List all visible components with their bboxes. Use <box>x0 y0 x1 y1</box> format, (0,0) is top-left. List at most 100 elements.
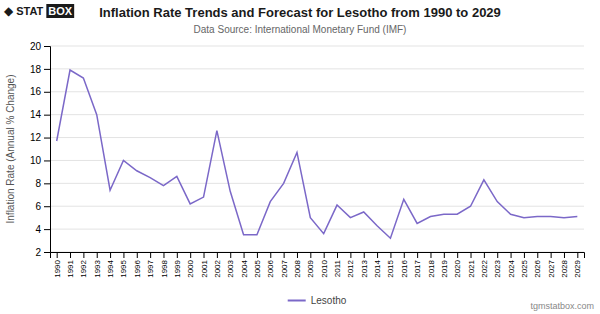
x-tick: 2023 <box>493 252 502 278</box>
y-tick-label: 18 <box>30 64 42 75</box>
grid-line <box>50 46 584 47</box>
x-tick: 2000 <box>186 252 195 278</box>
x-tick-mark <box>284 252 285 258</box>
x-tick: 2006 <box>266 252 275 278</box>
x-tick: 2022 <box>480 252 489 278</box>
y-tick-label: 16 <box>30 86 42 97</box>
x-tick: 2005 <box>253 252 262 278</box>
marks <box>57 70 578 238</box>
grid-line <box>50 183 584 184</box>
x-tick-mark <box>377 252 378 258</box>
subtitle: Data Source: International Monetary Fund… <box>194 24 407 35</box>
x-tick-label: 1997 <box>146 259 155 277</box>
x-tick: 2017 <box>413 252 422 278</box>
logo-stat: STAT <box>16 5 43 17</box>
x-tick: 1997 <box>146 252 155 278</box>
x-tick-mark <box>123 252 124 258</box>
x-tick-label: 2002 <box>213 259 222 277</box>
x-tick-label: 2006 <box>266 259 275 277</box>
y-tick: 20 <box>30 41 50 52</box>
x-tick-mark <box>324 252 325 258</box>
x-tick-mark <box>484 252 485 258</box>
x-tick-mark <box>404 252 405 258</box>
legend: Lesotho <box>288 295 347 306</box>
x-tick-label: 2020 <box>453 259 462 277</box>
y-tick: 8 <box>35 178 50 189</box>
y-tick-label: 10 <box>30 155 42 166</box>
x-tick-mark <box>444 252 445 258</box>
watermark: tgmstatbox.com <box>530 301 594 311</box>
x-axis: 1990199119921993199419951996199719981999… <box>51 252 585 278</box>
x-tick-label: 2004 <box>240 259 249 277</box>
x-tick: 2028 <box>560 252 569 278</box>
plot: 2468101214161820199019911992199319941995… <box>5 41 585 278</box>
x-tick: 1991 <box>66 252 75 278</box>
x-tick-label: 1990 <box>53 259 62 277</box>
x-tick-label: 2025 <box>520 259 529 277</box>
x-tick-mark <box>471 252 472 258</box>
x-tick: 2009 <box>306 252 315 278</box>
x-tick-mark <box>537 252 538 258</box>
y-tick-mark <box>44 115 50 116</box>
x-tick-label: 2023 <box>493 259 502 277</box>
y-tick-mark <box>44 69 50 70</box>
x-tick-mark <box>97 252 98 258</box>
x-tick: 1990 <box>53 252 62 278</box>
grid-line <box>50 137 584 138</box>
x-tick: 2019 <box>440 252 449 278</box>
x-tick-mark <box>244 252 245 258</box>
x-tick-mark <box>297 252 298 258</box>
x-tick-label: 2013 <box>360 259 369 277</box>
x-tick-label: 2017 <box>413 259 422 277</box>
x-tick: 1996 <box>133 252 142 278</box>
x-tick-mark <box>497 252 498 258</box>
x-tick-label: 2021 <box>467 259 476 277</box>
y-tick-mark <box>44 252 50 253</box>
grid-line <box>50 114 584 115</box>
title: Inflation Rate Trends and Forecast for L… <box>99 5 501 20</box>
x-tick: 2024 <box>507 252 516 278</box>
x-tick-label: 1993 <box>93 259 102 277</box>
x-tick-label: 2014 <box>373 259 382 277</box>
x-axis-line <box>51 253 585 259</box>
x-tick-mark <box>257 252 258 258</box>
x-tick-label: 2000 <box>186 259 195 277</box>
x-tick: 2007 <box>280 252 289 278</box>
x-tick-label: 1992 <box>79 259 88 277</box>
x-tick-mark <box>417 252 418 258</box>
x-tick-label: 2018 <box>427 259 436 277</box>
x-tick: 2004 <box>240 252 249 278</box>
line <box>57 70 578 238</box>
x-tick: 2003 <box>226 252 235 278</box>
y-tick-label: 14 <box>30 109 42 120</box>
y-tick-label: 6 <box>35 201 41 212</box>
grid-line <box>50 91 584 92</box>
x-tick: 2008 <box>293 252 302 278</box>
grid <box>50 46 584 252</box>
y-tick-mark <box>44 206 50 207</box>
y-tick-label: 12 <box>30 132 42 143</box>
x-tick-mark <box>310 252 311 258</box>
x-tick: 2016 <box>400 252 409 278</box>
x-tick: 2018 <box>427 252 436 278</box>
x-tick-mark <box>137 252 138 258</box>
x-tick: 2025 <box>520 252 529 278</box>
x-tick-mark <box>270 252 271 258</box>
logo: ◆STATBOX <box>4 4 74 18</box>
x-tick-mark <box>430 252 431 258</box>
x-tick: 1994 <box>106 252 115 278</box>
y-tick-mark <box>44 92 50 93</box>
y-tick-mark <box>44 183 50 184</box>
x-tick-mark <box>150 252 151 258</box>
y-tick: 2 <box>35 247 50 258</box>
x-tick-label: 1991 <box>66 259 75 277</box>
x-tick: 1992 <box>79 252 88 278</box>
x-tick: 1998 <box>160 252 169 278</box>
x-tick-mark <box>337 252 338 258</box>
y-tick: 18 <box>30 64 50 75</box>
x-tick-label: 2016 <box>400 259 409 277</box>
x-tick: 2015 <box>386 252 395 278</box>
x-tick: 2012 <box>346 252 355 278</box>
y-axis: 2468101214161820 <box>30 41 51 258</box>
x-tick-mark <box>70 252 71 258</box>
